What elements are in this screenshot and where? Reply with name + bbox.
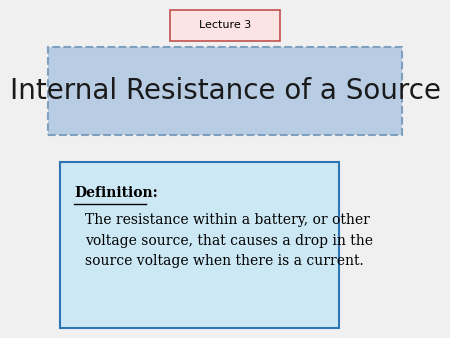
FancyBboxPatch shape	[170, 10, 280, 41]
Text: Internal Resistance of a Source: Internal Resistance of a Source	[9, 77, 441, 105]
Text: Definition:: Definition:	[74, 186, 158, 200]
FancyBboxPatch shape	[49, 47, 401, 135]
Text: The resistance within a battery, or other
voltage source, that causes a drop in : The resistance within a battery, or othe…	[85, 213, 373, 268]
Text: Lecture 3: Lecture 3	[199, 20, 251, 30]
FancyBboxPatch shape	[59, 162, 339, 328]
